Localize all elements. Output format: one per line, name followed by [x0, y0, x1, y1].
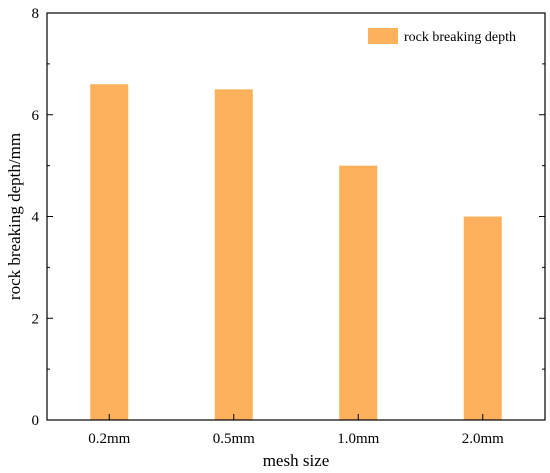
bars-group — [90, 84, 502, 420]
y-tick-label: 0 — [32, 413, 40, 429]
x-tick-label: 0.2mm — [88, 431, 130, 447]
y-tick-label: 2 — [32, 311, 40, 327]
x-tick-label: 1.0mm — [337, 431, 379, 447]
y-tick-label: 8 — [32, 6, 40, 22]
axes-group: 0 2 4 6 8 0.2mm 0.5mm 1.0mm 2.0mm — [32, 6, 546, 447]
x-axis-title: mesh size — [263, 451, 330, 470]
y-axis-title: rock breaking depth/mm — [5, 133, 24, 300]
x-tick-label: 0.5mm — [213, 431, 255, 447]
bar-2.0mm — [463, 216, 502, 420]
x-tick-label: 2.0mm — [462, 431, 504, 447]
legend-swatch — [368, 28, 398, 44]
bar-0.2mm — [90, 84, 129, 420]
legend-label: rock breaking depth — [404, 30, 516, 45]
y-tick-label: 6 — [32, 108, 40, 124]
legend: rock breaking depth — [368, 28, 516, 45]
bar-1.0mm — [339, 165, 378, 420]
bar-0.5mm — [214, 89, 253, 420]
y-tick-label: 4 — [32, 210, 40, 226]
